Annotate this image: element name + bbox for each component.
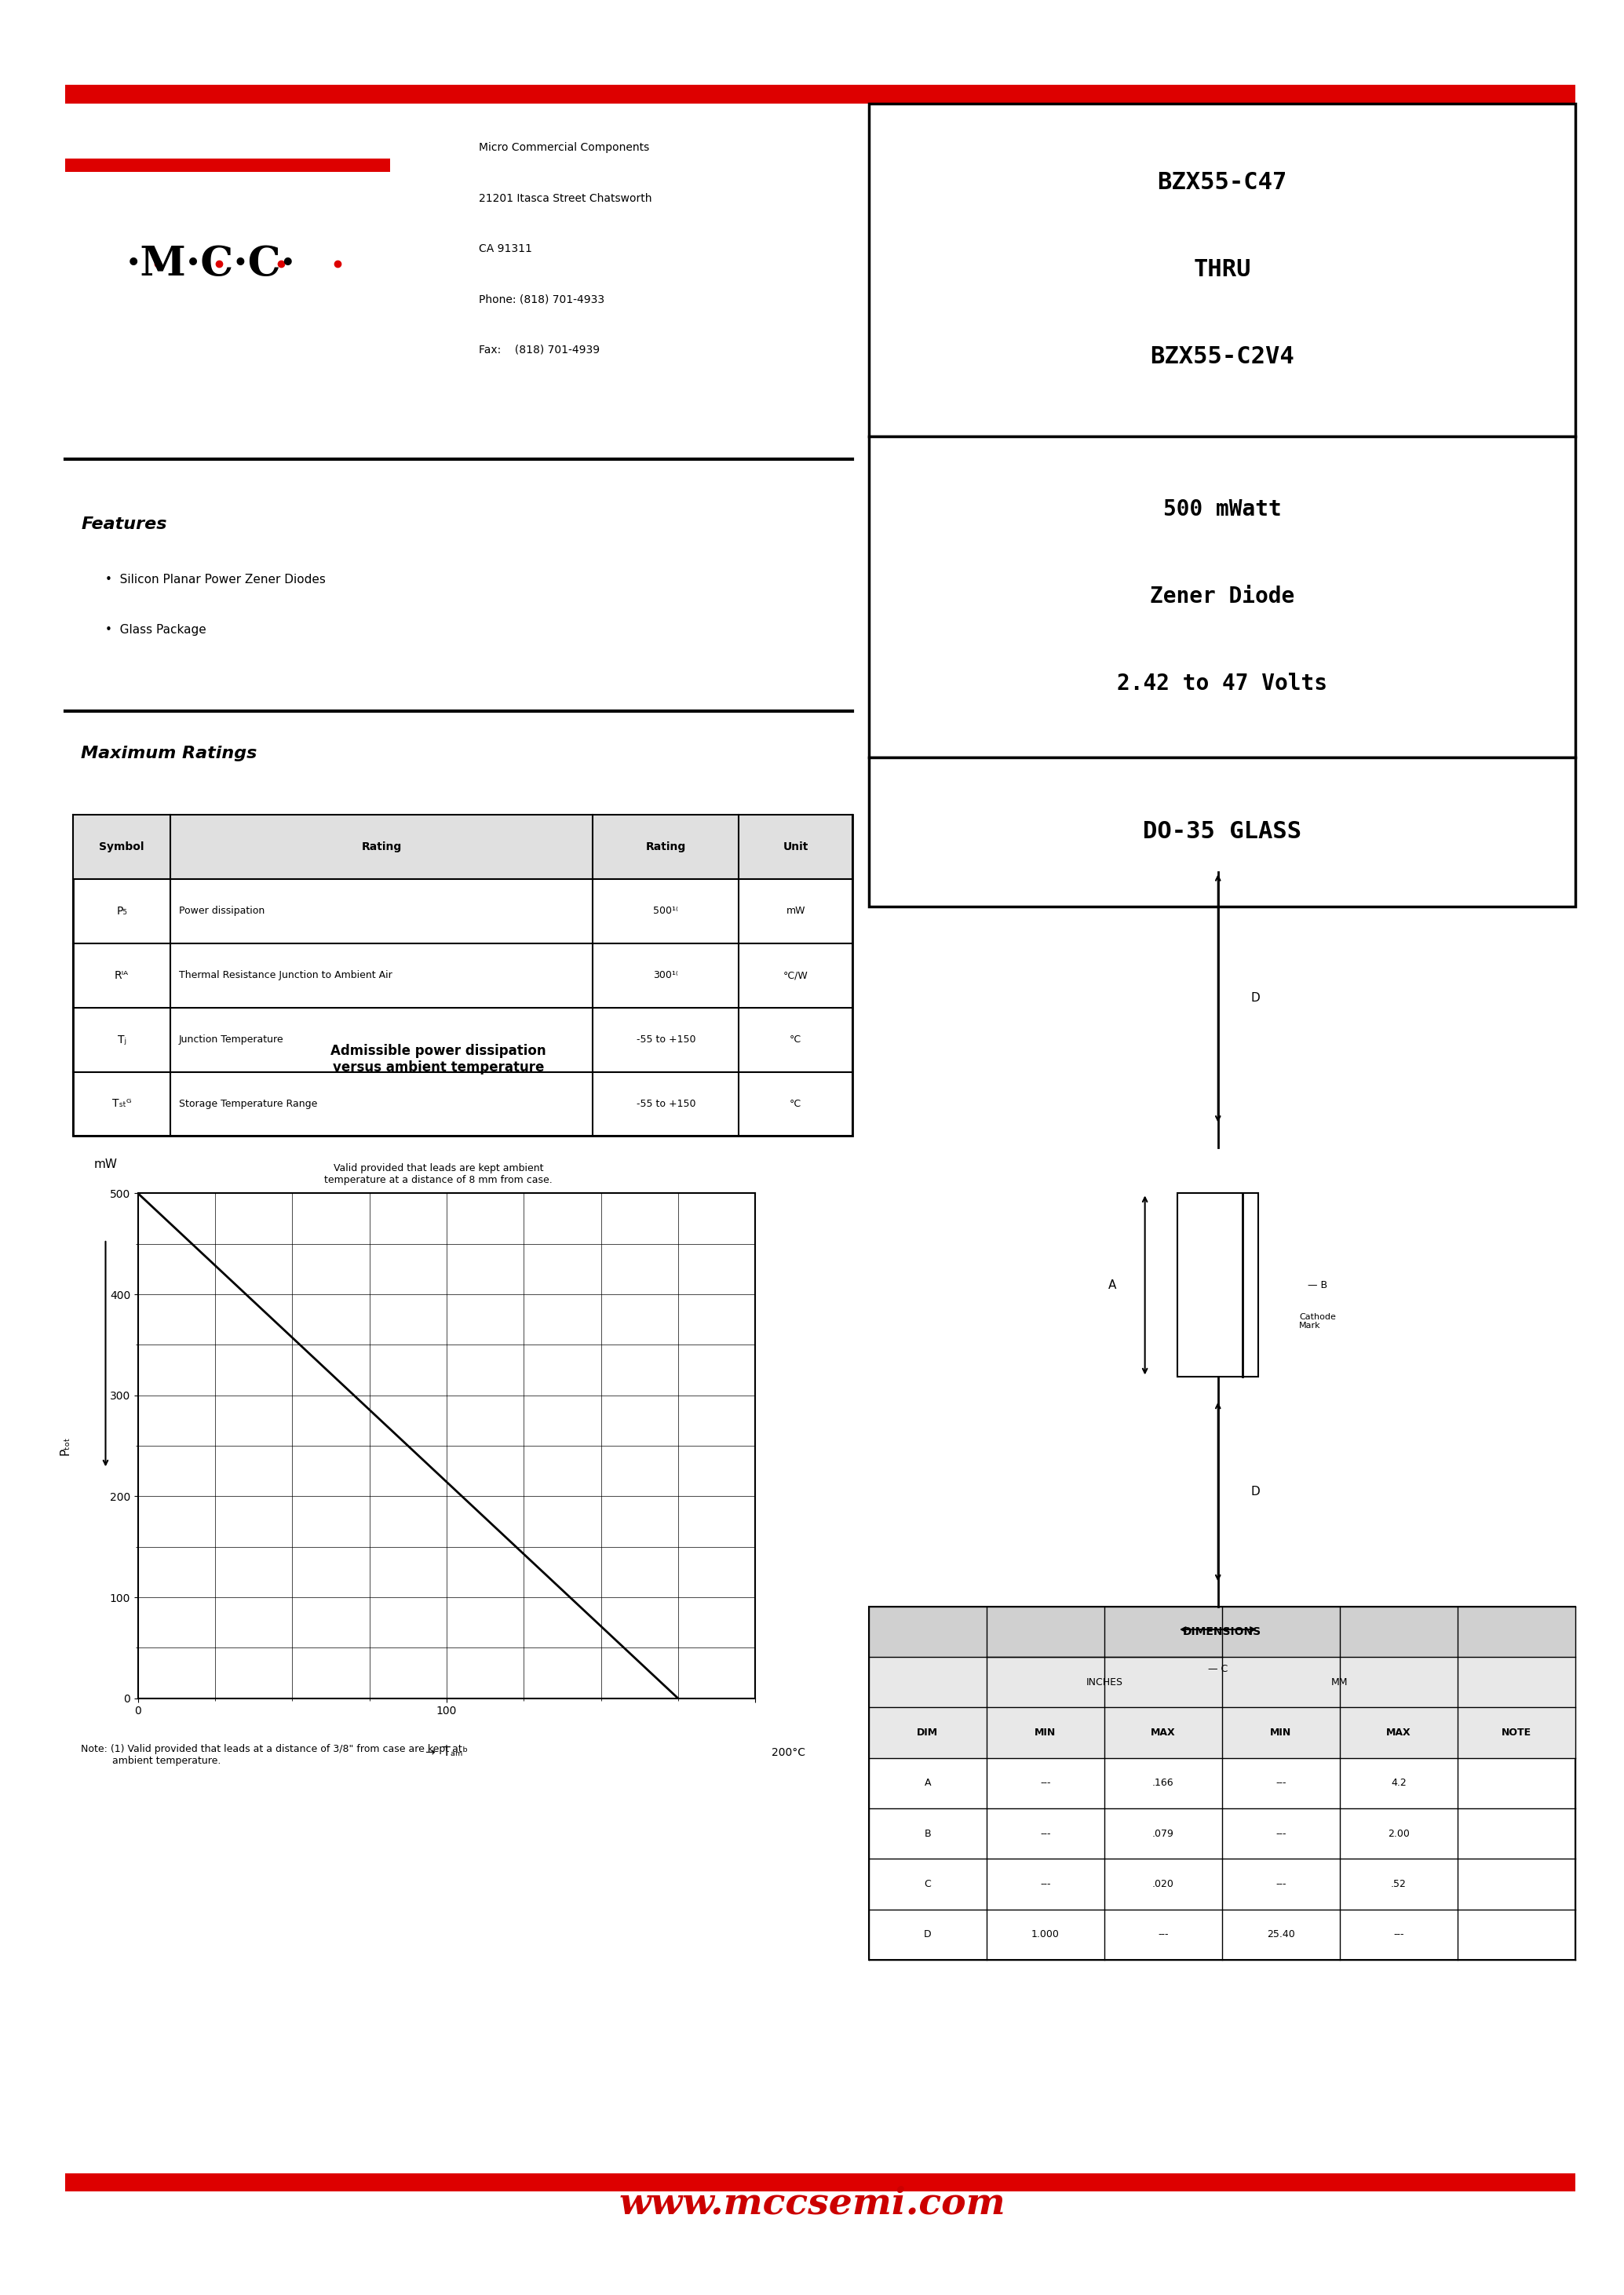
Text: 500 mWatt: 500 mWatt [1163, 498, 1281, 521]
Text: Admissible power dissipation
versus ambient temperature: Admissible power dissipation versus ambi… [331, 1044, 546, 1074]
Text: Storage Temperature Range: Storage Temperature Range [179, 1099, 317, 1108]
Text: Rᴵᴬ: Rᴵᴬ [115, 971, 128, 980]
Text: MAX: MAX [1151, 1728, 1176, 1737]
Text: °C: °C [789, 1035, 802, 1044]
Bar [869, 1606, 1575, 1960]
Text: — B: — B [1307, 1281, 1327, 1290]
Text: Junction Temperature: Junction Temperature [179, 1035, 284, 1044]
Text: Unit: Unit [783, 842, 809, 851]
Text: 2.00: 2.00 [1389, 1829, 1410, 1838]
Text: Features: Features [81, 516, 167, 532]
Text: THRU: THRU [1194, 259, 1250, 280]
Text: D: D [924, 1930, 932, 1939]
Bar [869, 436, 1575, 757]
Text: Micro Commercial Components: Micro Commercial Components [479, 142, 650, 154]
Text: D: D [1250, 1485, 1260, 1499]
Text: ·M·C·C·: ·M·C·C· [127, 243, 296, 285]
Text: ---: --- [1275, 1829, 1286, 1838]
Bar [1177, 1193, 1259, 1377]
Text: Pₜₒₜ: Pₜₒₜ [58, 1437, 71, 1455]
Text: Valid provided that leads are kept ambient
temperature at a distance of 8 mm fro: Valid provided that leads are kept ambie… [325, 1164, 552, 1187]
Bar [65, 85, 1575, 103]
Text: www.mccsemi.com: www.mccsemi.com [619, 2185, 1005, 2222]
Text: Tⱼ: Tⱼ [117, 1035, 127, 1044]
Text: P₅: P₅ [117, 907, 127, 916]
Bar [65, 158, 390, 172]
Text: MAX: MAX [1387, 1728, 1411, 1737]
Text: 2.42 to 47 Volts: 2.42 to 47 Volts [1117, 672, 1327, 695]
Text: ---: --- [1158, 1930, 1169, 1939]
Text: Rating: Rating [362, 842, 401, 851]
Text: A: A [1108, 1278, 1117, 1292]
Text: — C: — C [1208, 1664, 1228, 1673]
Bar [73, 815, 853, 879]
Text: mW: mW [94, 1159, 117, 1170]
Bar [73, 815, 853, 1136]
Text: MIN: MIN [1034, 1728, 1056, 1737]
Text: MIN: MIN [1270, 1728, 1291, 1737]
Text: Phone: (818) 701-4933: Phone: (818) 701-4933 [479, 294, 604, 305]
Text: 21201 Itasca Street Chatsworth: 21201 Itasca Street Chatsworth [479, 193, 653, 204]
Text: .166: .166 [1153, 1779, 1174, 1788]
Text: -55 to +150: -55 to +150 [637, 1099, 695, 1108]
Text: -55 to +150: -55 to +150 [637, 1035, 695, 1044]
Text: mW: mW [786, 907, 806, 916]
Text: NOTE: NOTE [1502, 1728, 1531, 1737]
Text: •  Glass Package: • Glass Package [106, 624, 206, 636]
Text: BZX55-C47: BZX55-C47 [1158, 172, 1286, 193]
Bar [869, 103, 1575, 436]
Text: .020: .020 [1153, 1880, 1174, 1889]
Text: →  Tₐₘᵇ: → Tₐₘᵇ [425, 1746, 468, 1758]
Text: INCHES: INCHES [1086, 1678, 1122, 1687]
Text: 1.000: 1.000 [1031, 1930, 1059, 1939]
Text: Symbol: Symbol [99, 842, 145, 851]
Bar [869, 1606, 1575, 1657]
Text: 500¹⁽: 500¹⁽ [653, 907, 679, 916]
Text: Fax:    (818) 701-4939: Fax: (818) 701-4939 [479, 344, 599, 356]
Bar [869, 757, 1575, 907]
Text: Power dissipation: Power dissipation [179, 907, 265, 916]
Text: DIM: DIM [918, 1728, 939, 1737]
Text: C: C [924, 1880, 931, 1889]
Text: MM: MM [1332, 1678, 1348, 1687]
Bar [869, 1707, 1575, 1758]
Text: A: A [924, 1779, 931, 1788]
Text: •  Silicon Planar Power Zener Diodes: • Silicon Planar Power Zener Diodes [106, 574, 326, 585]
Text: Tₛₜᴳ: Tₛₜᴳ [112, 1099, 132, 1108]
Text: ---: --- [1039, 1829, 1051, 1838]
Text: ---: --- [1275, 1779, 1286, 1788]
Text: BZX55-C2V4: BZX55-C2V4 [1150, 347, 1294, 367]
Bar [65, 2173, 1575, 2192]
Text: D: D [1250, 991, 1260, 1005]
Text: Thermal Resistance Junction to Ambient Air: Thermal Resistance Junction to Ambient A… [179, 971, 391, 980]
Text: 4.2: 4.2 [1390, 1779, 1406, 1788]
Text: Zener Diode: Zener Diode [1150, 585, 1294, 608]
Bar [869, 1657, 1575, 1707]
Text: Rating: Rating [646, 842, 685, 851]
Text: 25.40: 25.40 [1267, 1930, 1294, 1939]
Text: ---: --- [1039, 1779, 1051, 1788]
Text: .52: .52 [1390, 1880, 1406, 1889]
Text: .079: .079 [1153, 1829, 1174, 1838]
Text: ---: --- [1393, 1930, 1405, 1939]
Text: Cathode
Mark: Cathode Mark [1299, 1313, 1337, 1329]
Text: ---: --- [1039, 1880, 1051, 1889]
Text: Maximum Ratings: Maximum Ratings [81, 746, 257, 762]
Text: Note: (1) Valid provided that leads at a distance of 3/8" from case are kept at
: Note: (1) Valid provided that leads at a… [81, 1744, 463, 1767]
Text: °C/W: °C/W [783, 971, 809, 980]
Text: DIMENSIONS: DIMENSIONS [1182, 1627, 1262, 1636]
Text: 200°C: 200°C [771, 1746, 806, 1758]
Text: °C: °C [789, 1099, 802, 1108]
Text: 300¹⁽: 300¹⁽ [653, 971, 679, 980]
Text: DO-35 GLASS: DO-35 GLASS [1143, 822, 1301, 842]
Text: CA 91311: CA 91311 [479, 243, 533, 255]
Text: B: B [924, 1829, 931, 1838]
Text: ---: --- [1275, 1880, 1286, 1889]
